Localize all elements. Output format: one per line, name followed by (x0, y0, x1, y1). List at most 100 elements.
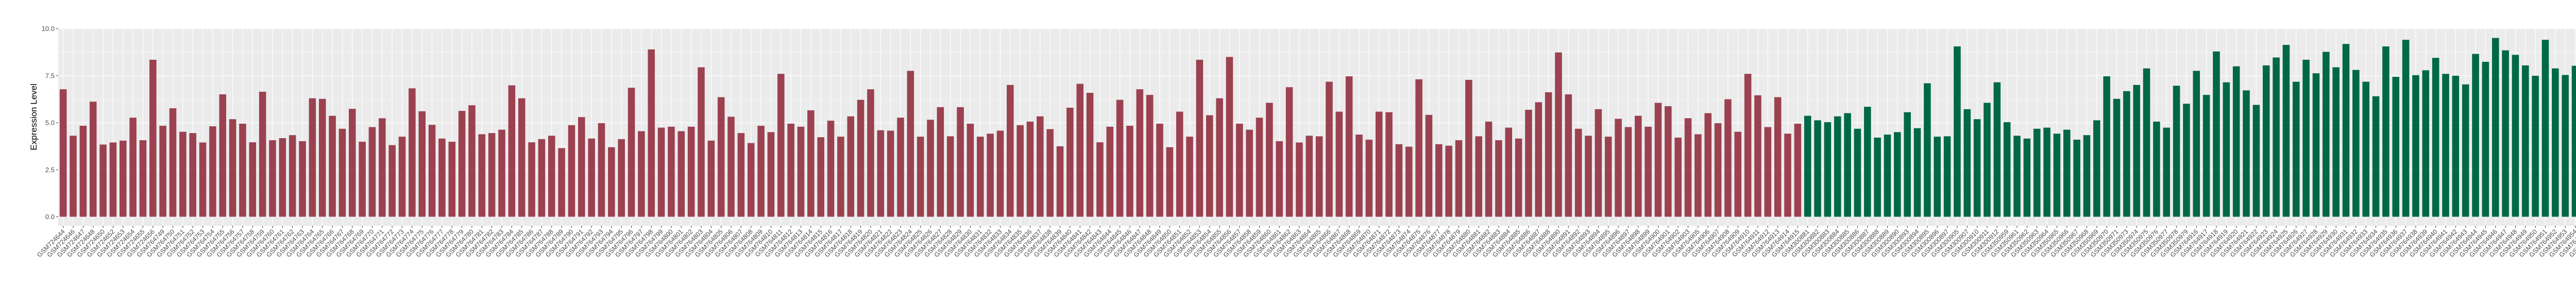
bar (767, 132, 775, 217)
bar (957, 107, 964, 217)
bar (1934, 137, 1941, 217)
bar (1485, 121, 1493, 217)
x-axis: GSM724644GSM724646GSM724647GSM724648GSM7… (36, 226, 2576, 259)
bar (1435, 144, 1443, 217)
bar (59, 89, 67, 217)
bar (2103, 76, 2110, 217)
bar (1864, 107, 1871, 217)
bar (1116, 99, 1124, 217)
bar (428, 125, 436, 217)
bar (1924, 83, 1931, 217)
bar (1764, 127, 1772, 217)
bar (1385, 112, 1393, 217)
bar (1834, 116, 1841, 217)
bar (548, 136, 555, 217)
bar (2372, 96, 2380, 217)
bar (1954, 46, 1961, 217)
bar (2273, 57, 2280, 217)
bar (2173, 86, 2180, 217)
bar (2282, 45, 2290, 217)
bar (2541, 40, 2549, 217)
bar (99, 144, 107, 217)
bar (737, 133, 745, 217)
bar (538, 139, 546, 217)
bar (1445, 145, 1452, 217)
bar (338, 128, 346, 217)
bar (2193, 71, 2200, 217)
bar (1365, 139, 1373, 217)
bar (1186, 137, 1193, 217)
bar (1276, 141, 1283, 217)
bar (2302, 59, 2310, 217)
bar (1525, 109, 1532, 217)
bar (1216, 98, 1223, 217)
bar (1624, 127, 1632, 217)
bar (1754, 95, 1761, 217)
bar (2153, 121, 2160, 217)
bar (897, 118, 904, 217)
bar (837, 137, 844, 217)
bar (1784, 134, 1791, 217)
bar (638, 131, 645, 217)
bar (1345, 76, 1353, 217)
bar (1126, 125, 1133, 217)
bar (2412, 75, 2419, 217)
bar (2113, 98, 2121, 217)
bar (1824, 122, 1832, 217)
bar (1166, 147, 1174, 217)
bar (2083, 135, 2091, 217)
bar (179, 131, 187, 217)
bar (1585, 136, 1592, 217)
bar (418, 111, 426, 217)
bar (588, 138, 595, 217)
y-tick-label: 5.0 (45, 119, 55, 127)
bar (1684, 118, 1692, 217)
bar (2472, 54, 2479, 217)
bar (2003, 122, 2011, 217)
bar (987, 134, 994, 217)
bar (478, 134, 486, 217)
bar (1993, 82, 2001, 217)
bar (877, 130, 885, 217)
bar (2402, 40, 2410, 217)
bar (159, 125, 166, 217)
bar (2422, 70, 2430, 217)
bar (2562, 75, 2569, 217)
bar (1236, 123, 1243, 217)
bar (707, 140, 715, 217)
bar (1306, 136, 1313, 217)
bar (568, 125, 575, 217)
bar (109, 142, 117, 217)
bar (1904, 112, 1911, 217)
bar (1335, 111, 1343, 217)
bar (79, 125, 87, 217)
bar (1634, 115, 1642, 217)
bar (2462, 84, 2469, 217)
bar (1565, 94, 1572, 217)
bar (229, 119, 236, 217)
bar (1375, 111, 1383, 217)
bar (1296, 142, 1303, 217)
bar (199, 142, 207, 217)
bar (1465, 79, 1472, 217)
bar (967, 123, 974, 217)
bar (1146, 95, 1154, 217)
bar (1495, 140, 1502, 217)
bar (1037, 116, 1044, 217)
bar (1894, 132, 1901, 217)
bar (2202, 95, 2210, 217)
bar (518, 98, 526, 217)
bar (657, 127, 665, 217)
bar (1196, 59, 1204, 217)
bar (1266, 103, 1273, 217)
bar (747, 143, 755, 217)
bar (119, 140, 127, 217)
bar (937, 107, 944, 217)
bar (1814, 120, 1821, 217)
bar (1714, 123, 1722, 217)
bar (1256, 118, 1263, 217)
bar (2342, 44, 2350, 217)
bar (907, 71, 914, 217)
bar (1943, 136, 1951, 217)
bar (1535, 102, 1543, 217)
